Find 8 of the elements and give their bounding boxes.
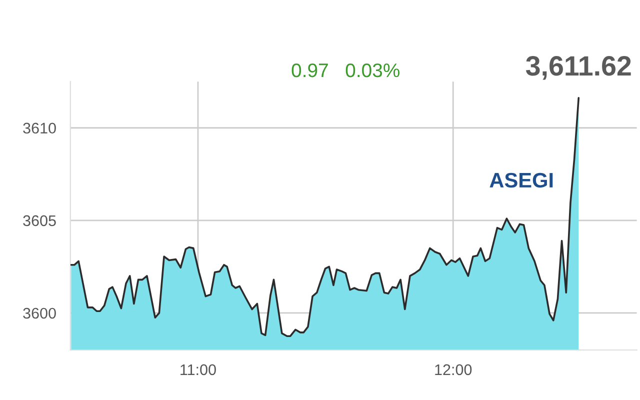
x-tick-label: 11:00: [180, 364, 216, 376]
y-tick-label: 3610: [23, 122, 56, 134]
annotation: 3,611.62: [526, 56, 631, 80]
y-tick-label: 3605: [23, 215, 56, 226]
text: 0.97 0.03%: [292, 63, 400, 78]
y-tick-label: 3600: [23, 308, 56, 319]
annotation: ASEGI: [490, 172, 553, 188]
x-tick-label: 12:00: [435, 364, 472, 376]
